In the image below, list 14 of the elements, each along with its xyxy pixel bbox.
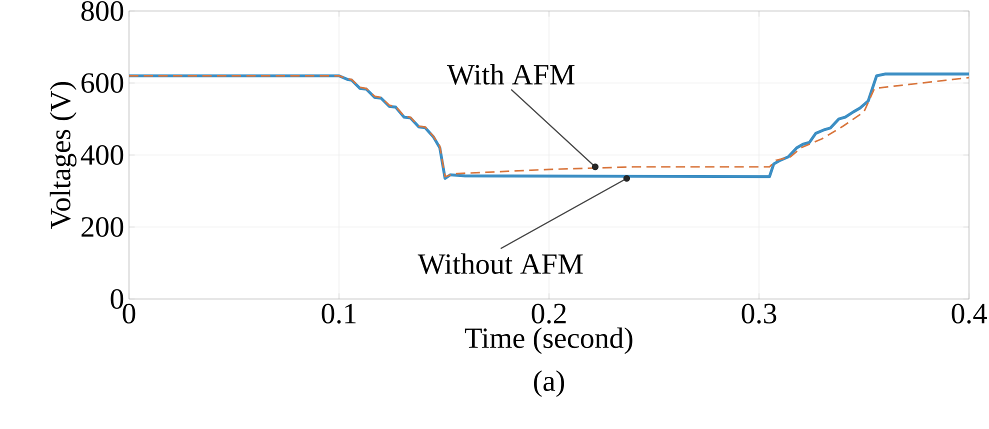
- x-tick-label: 0.2: [532, 304, 566, 324]
- y-tick-label: 0: [110, 289, 124, 309]
- y-axis-title: Voltages (V): [50, 82, 76, 229]
- y-tick-label: 400: [80, 145, 124, 165]
- y-tick-label: 600: [82, 73, 124, 93]
- annotation: With AFM: [447, 64, 575, 85]
- y-tick-label: 200: [82, 217, 124, 237]
- x-axis-title: Time (second): [464, 327, 632, 354]
- x-tick-label: 0.1: [322, 304, 356, 324]
- annotation: Without AFM: [418, 253, 583, 274]
- y-tick-label: 800: [81, 1, 124, 21]
- x-tick-label: 0.4: [952, 304, 987, 324]
- text: (a): [534, 370, 564, 397]
- x-tick-label: 0.3: [742, 304, 776, 324]
